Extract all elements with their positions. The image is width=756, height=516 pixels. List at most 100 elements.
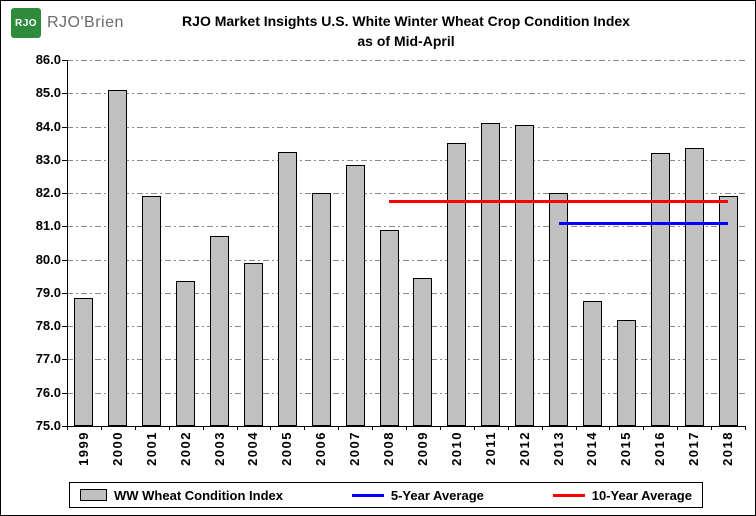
bar-2006 — [311, 193, 331, 426]
gridline — [67, 259, 745, 261]
bar-2014 — [582, 301, 602, 426]
y-axis-label: 86.0 — [35, 52, 61, 67]
bar-2005 — [277, 151, 297, 426]
y-axis-tick — [62, 159, 67, 161]
x-axis-tick — [473, 426, 475, 430]
chart-title-line2: as of Mid-April — [357, 32, 455, 49]
x-axis-tick — [541, 426, 543, 430]
y-axis-tick — [62, 126, 67, 128]
y-axis-label: 77.0 — [35, 351, 61, 367]
bar-2015 — [616, 319, 636, 426]
y-axis-tick — [62, 193, 67, 195]
y-axis-label: 76.0 — [35, 384, 61, 400]
x-axis-label: 2006 — [313, 431, 329, 466]
x-axis-tick — [202, 426, 204, 430]
legend-item: WW Wheat Condition Index — [80, 488, 283, 503]
x-axis-label: 2009 — [414, 431, 430, 466]
x-axis-label: 2011 — [482, 431, 498, 466]
bar-2012 — [515, 124, 535, 426]
y-axis-label: 75.0 — [35, 418, 61, 433]
gridline — [67, 392, 745, 394]
y-axis-label: 83.0 — [35, 151, 61, 167]
y-axis-tick — [62, 226, 67, 228]
legend: WW Wheat Condition Index 5-Year Average 10… — [69, 482, 703, 508]
gridline — [67, 193, 745, 195]
x-axis-label: 1999 — [75, 431, 91, 466]
x-axis-label: 2001 — [143, 431, 159, 466]
x-axis-label: 2004 — [245, 431, 261, 466]
gridline — [67, 326, 745, 328]
y-axis-tick — [62, 392, 67, 394]
chart-title: RJO Market Insights U.S. White Winter Wh… — [67, 12, 745, 51]
legend-bar-swatch — [80, 489, 107, 501]
y-axis-line — [67, 60, 68, 426]
x-axis-label: 2015 — [618, 431, 634, 466]
bar-2009 — [413, 277, 433, 426]
rjo-logo-icon: RJO — [11, 8, 41, 38]
x-axis-tick — [507, 426, 509, 430]
x-axis-label: 2016 — [652, 431, 668, 466]
bar-2017 — [684, 148, 704, 426]
x-axis-tick — [304, 426, 306, 430]
y-axis-tick — [62, 93, 67, 95]
bar-2003 — [210, 236, 230, 426]
bar-2008 — [379, 229, 399, 426]
x-axis-tick — [100, 426, 102, 430]
chart-title-line1: RJO Market Insights U.S. White Winter Wh… — [182, 13, 630, 29]
x-axis-tick — [168, 426, 170, 430]
bar-2004 — [243, 262, 263, 426]
x-axis-tick — [270, 426, 272, 430]
bar-2011 — [481, 123, 501, 426]
legend-line-swatch — [552, 493, 585, 497]
legend-item: 5-Year Average — [351, 487, 484, 503]
x-axis-tick — [745, 426, 746, 430]
bar-2007 — [345, 164, 365, 426]
y-axis-tick — [62, 60, 67, 61]
x-axis-label: 2008 — [381, 431, 397, 466]
x-axis-label: 2005 — [279, 431, 295, 466]
y-axis-label: 79.0 — [35, 284, 61, 300]
x-axis-label: 2010 — [448, 431, 464, 466]
legend-item: 10-Year Average — [552, 487, 692, 503]
x-axis-label: 2003 — [211, 431, 227, 466]
gridline — [67, 159, 745, 161]
x-axis-label: 2012 — [516, 431, 532, 466]
legend-label: 5-Year Average — [390, 487, 484, 503]
y-axis-label: 78.0 — [35, 318, 61, 334]
x-axis-label: 2013 — [550, 431, 566, 466]
bar-2016 — [650, 153, 670, 426]
bar-2001 — [142, 196, 162, 426]
x-axis-tick — [711, 426, 713, 430]
x-axis-label: 2000 — [109, 431, 125, 466]
y-axis-tick — [62, 259, 67, 261]
bar-2000 — [108, 89, 128, 426]
x-axis-tick — [575, 426, 577, 430]
y-axis-label: 80.0 — [35, 251, 61, 267]
rjo-brien-logo: RJO RJO'Brien — [11, 8, 124, 38]
y-axis-tick — [62, 359, 67, 361]
gridline — [67, 126, 745, 128]
y-axis-tick — [62, 326, 67, 328]
x-axis-label: 2018 — [720, 431, 736, 466]
x-axis-tick — [67, 426, 68, 430]
x-axis-tick — [372, 426, 374, 430]
10-year-average-line — [389, 199, 729, 203]
x-axis-label: 2017 — [686, 431, 702, 466]
bar-2002 — [176, 281, 196, 426]
x-axis-tick — [236, 426, 238, 430]
y-axis-label: 81.0 — [35, 218, 61, 234]
x-axis-tick — [609, 426, 611, 430]
x-axis-tick — [677, 426, 679, 430]
legend-label: 10-Year Average — [591, 487, 692, 503]
bar-2013 — [549, 193, 569, 426]
gridline — [67, 226, 745, 228]
bar-2010 — [447, 143, 467, 426]
x-axis-tick — [406, 426, 407, 430]
y-axis-label: 84.0 — [35, 118, 61, 134]
y-axis-label: 82.0 — [35, 185, 61, 201]
x-axis-tick — [439, 426, 441, 430]
x-axis-label: 2007 — [347, 431, 363, 466]
y-axis-tick — [62, 292, 67, 294]
5-year-average-line — [558, 221, 729, 225]
